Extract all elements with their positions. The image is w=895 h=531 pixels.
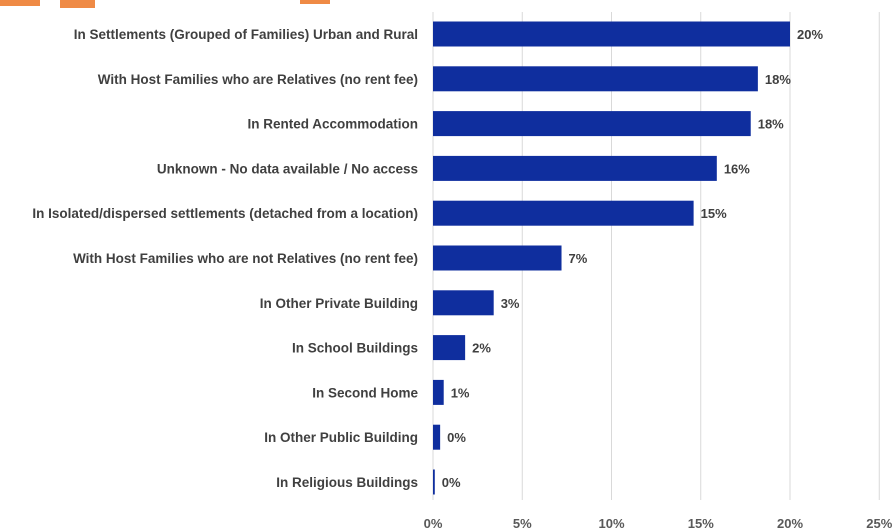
- x-tick-label: 15%: [688, 516, 714, 531]
- category-label: In Isolated/dispersed settlements (detac…: [32, 206, 418, 221]
- x-tick-label: 5%: [513, 516, 532, 531]
- x-axis-ticks: 0% 5% 10% 15% 20% 25%: [424, 516, 893, 531]
- bar: [433, 245, 562, 271]
- value-label: 18%: [758, 117, 784, 132]
- bar: [433, 155, 717, 181]
- value-label: 1%: [451, 385, 470, 400]
- category-label: Unknown - No data available / No access: [157, 161, 418, 176]
- bars: [433, 21, 790, 495]
- value-label: 0%: [442, 475, 461, 490]
- value-label: 20%: [797, 27, 823, 42]
- bar: [433, 424, 441, 450]
- category-label: In Religious Buildings: [276, 475, 418, 490]
- bar: [433, 469, 435, 495]
- category-labels: In Settlements (Grouped of Families) Urb…: [32, 27, 418, 490]
- bar: [433, 111, 751, 137]
- value-label: 18%: [765, 72, 791, 87]
- value-label: 7%: [569, 251, 588, 266]
- bar: [433, 66, 758, 92]
- bar: [433, 200, 694, 226]
- value-label: 15%: [701, 206, 727, 221]
- cropped-title-fragment: [0, 0, 330, 8]
- category-label: In Other Private Building: [260, 296, 418, 311]
- value-labels: 20% 18% 18% 16% 15% 7% 3% 2% 1% 0% 0%: [442, 27, 824, 490]
- bar: [433, 290, 494, 316]
- x-tick-label: 25%: [866, 516, 892, 531]
- category-label: In Second Home: [312, 385, 418, 400]
- x-tick-label: 10%: [598, 516, 624, 531]
- bar: [433, 379, 444, 405]
- bar: [433, 335, 466, 361]
- category-label: In Other Public Building: [264, 430, 418, 445]
- value-label: 0%: [447, 430, 466, 445]
- x-tick-label: 0%: [424, 516, 443, 531]
- category-label: In Settlements (Grouped of Families) Urb…: [74, 27, 418, 42]
- category-label: In Rented Accommodation: [247, 117, 418, 132]
- x-tick-label: 20%: [777, 516, 803, 531]
- category-label: With Host Families who are Relatives (no…: [98, 72, 418, 87]
- value-label: 3%: [501, 296, 520, 311]
- bar: [433, 21, 790, 47]
- category-label: In School Buildings: [292, 341, 418, 356]
- value-label: 2%: [472, 341, 491, 356]
- category-label: With Host Families who are not Relatives…: [73, 251, 418, 266]
- value-label: 16%: [724, 161, 750, 176]
